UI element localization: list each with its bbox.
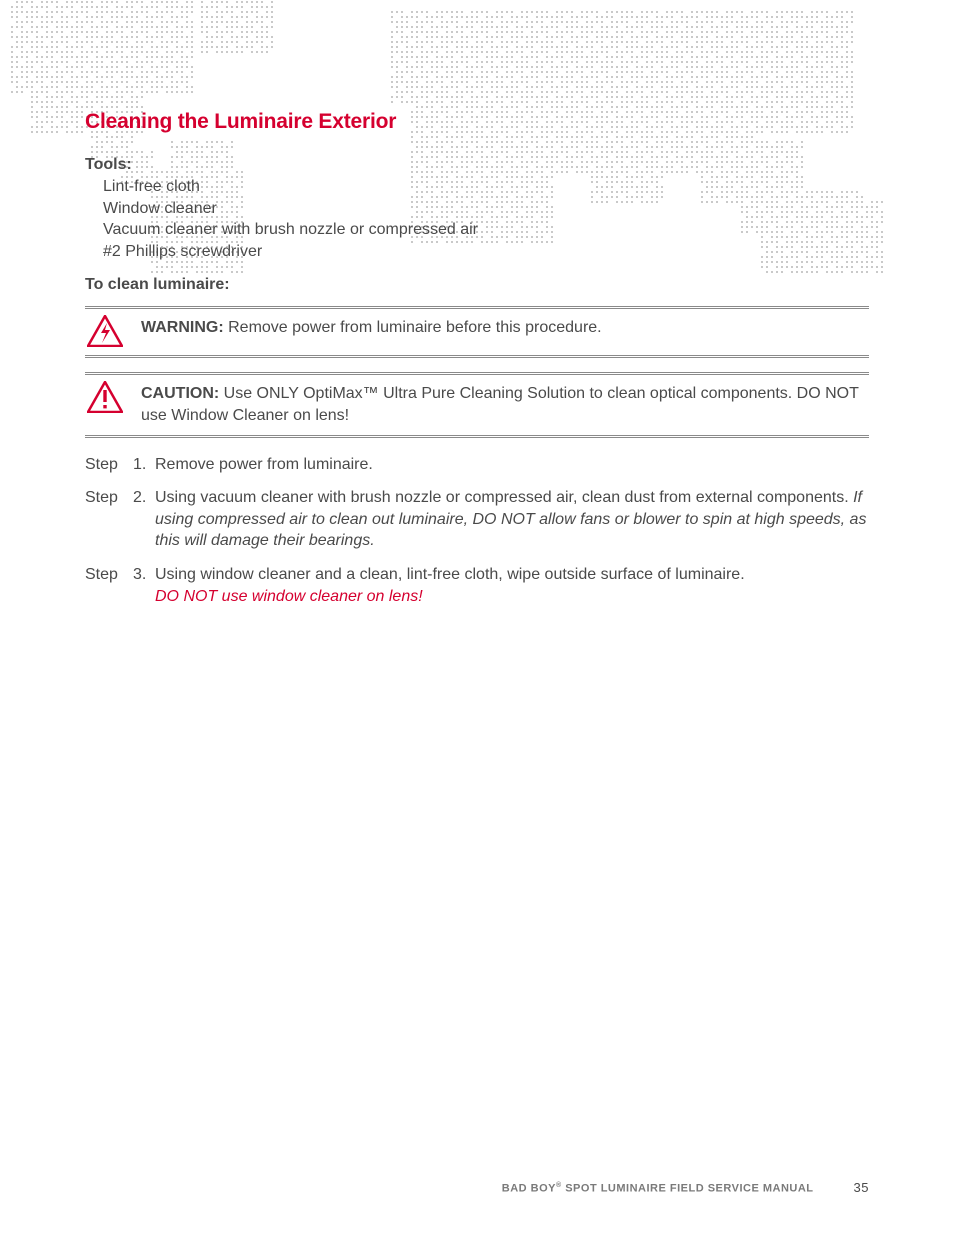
step-red-italic: DO NOT use window cleaner on lens!: [155, 588, 423, 605]
step-label: Step: [85, 564, 133, 607]
footer-manual-title: BAD BOY® SPOT LUMINAIRE FIELD SERVICE MA…: [502, 1182, 814, 1195]
step-body: Using vacuum cleaner with brush nozzle o…: [155, 487, 869, 552]
step-text: Using vacuum cleaner with brush nozzle o…: [155, 489, 853, 506]
page-number: 35: [854, 1180, 869, 1195]
step-row: Step3.Using window cleaner and a clean, …: [85, 564, 869, 607]
step-body: Remove power from luminaire.: [155, 454, 869, 476]
step-text: Using window cleaner and a clean, lint-f…: [155, 566, 745, 583]
alerts-container: WARNING: Remove power from luminaire bef…: [85, 306, 869, 437]
step-number: 2.: [133, 487, 155, 552]
alert-label: WARNING:: [141, 319, 228, 336]
step-body: Using window cleaner and a clean, lint-f…: [155, 564, 869, 607]
step-label: Step: [85, 454, 133, 476]
step-text: Remove power from luminaire.: [155, 456, 373, 473]
section-title: Cleaning the Luminaire Exterior: [85, 110, 869, 134]
tools-block: Tools: Lint-free clothWindow cleanerVacu…: [85, 156, 869, 262]
page-content: Cleaning the Luminaire Exterior Tools: L…: [0, 0, 954, 607]
tools-list: Lint-free clothWindow cleanerVacuum clea…: [85, 176, 869, 262]
tools-list-item: Window cleaner: [103, 198, 869, 220]
step-label: Step: [85, 487, 133, 552]
caution-alert: CAUTION: Use ONLY OptiMax™ Ultra Pure Cl…: [85, 372, 869, 437]
steps-container: Step1.Remove power from luminaire.Step2.…: [85, 454, 869, 608]
alert-text: CAUTION: Use ONLY OptiMax™ Ultra Pure Cl…: [141, 381, 869, 426]
to-clean-label: To clean luminaire:: [85, 276, 869, 294]
tools-list-item: Lint-free cloth: [103, 176, 869, 198]
warning-alert: WARNING: Remove power from luminaire bef…: [85, 306, 869, 358]
step-number: 1.: [133, 454, 155, 476]
step-row: Step1.Remove power from luminaire.: [85, 454, 869, 476]
caution-triangle-icon: [85, 381, 141, 413]
alert-label: CAUTION:: [141, 385, 224, 402]
tools-label: Tools:: [85, 156, 132, 173]
alert-body: Remove power from luminaire before this …: [228, 319, 602, 336]
footer-suffix: SPOT LUMINAIRE FIELD SERVICE MANUAL: [562, 1183, 814, 1195]
page-footer: BAD BOY® SPOT LUMINAIRE FIELD SERVICE MA…: [0, 1180, 954, 1195]
step-number: 3.: [133, 564, 155, 607]
alert-body: Use ONLY OptiMax™ Ultra Pure Cleaning So…: [141, 385, 859, 424]
tools-list-item: #2 Phillips screwdriver: [103, 241, 869, 263]
step-row: Step2.Using vacuum cleaner with brush no…: [85, 487, 869, 552]
tools-list-item: Vacuum cleaner with brush nozzle or comp…: [103, 219, 869, 241]
footer-product: BAD BOY: [502, 1183, 556, 1195]
warning-triangle-icon: [85, 315, 141, 347]
alert-text: WARNING: Remove power from luminaire bef…: [141, 315, 869, 339]
